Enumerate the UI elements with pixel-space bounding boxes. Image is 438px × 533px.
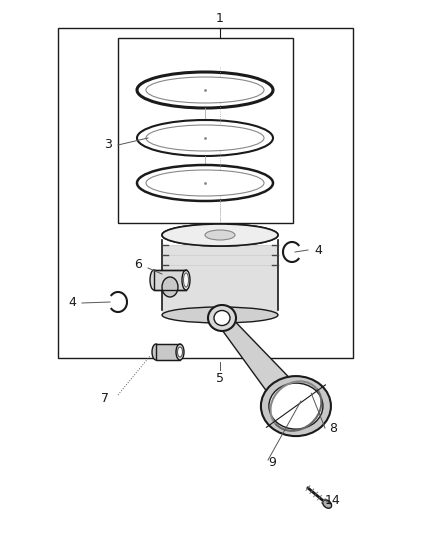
Text: 1: 1 — [216, 12, 224, 25]
Ellipse shape — [182, 270, 190, 290]
Ellipse shape — [146, 170, 264, 196]
Ellipse shape — [162, 224, 278, 246]
Text: 3: 3 — [104, 139, 112, 151]
Ellipse shape — [137, 165, 273, 201]
Ellipse shape — [150, 270, 158, 290]
Ellipse shape — [176, 344, 184, 360]
Text: 8: 8 — [329, 422, 337, 434]
Bar — [154, 270, 186, 290]
Ellipse shape — [162, 277, 178, 297]
Ellipse shape — [162, 224, 278, 246]
Text: 4: 4 — [68, 296, 76, 310]
Text: 6: 6 — [134, 259, 142, 271]
Ellipse shape — [323, 500, 332, 508]
Ellipse shape — [214, 311, 230, 326]
Ellipse shape — [205, 230, 235, 240]
Text: 5: 5 — [216, 372, 224, 384]
Ellipse shape — [208, 305, 236, 331]
Ellipse shape — [261, 376, 331, 436]
Polygon shape — [217, 313, 307, 416]
Text: 9: 9 — [268, 456, 276, 469]
Text: 7: 7 — [101, 392, 109, 405]
Ellipse shape — [137, 120, 273, 156]
Ellipse shape — [184, 273, 188, 287]
Bar — [162, 245, 278, 315]
Ellipse shape — [146, 77, 264, 103]
Ellipse shape — [146, 125, 264, 151]
Bar — [118, 38, 293, 223]
Ellipse shape — [177, 347, 183, 357]
Text: 4: 4 — [314, 244, 322, 256]
Bar — [58, 28, 353, 358]
Ellipse shape — [269, 383, 323, 429]
Ellipse shape — [137, 72, 273, 108]
Ellipse shape — [162, 307, 278, 323]
Bar — [156, 344, 180, 360]
Text: 14: 14 — [325, 494, 341, 506]
Ellipse shape — [152, 344, 160, 360]
